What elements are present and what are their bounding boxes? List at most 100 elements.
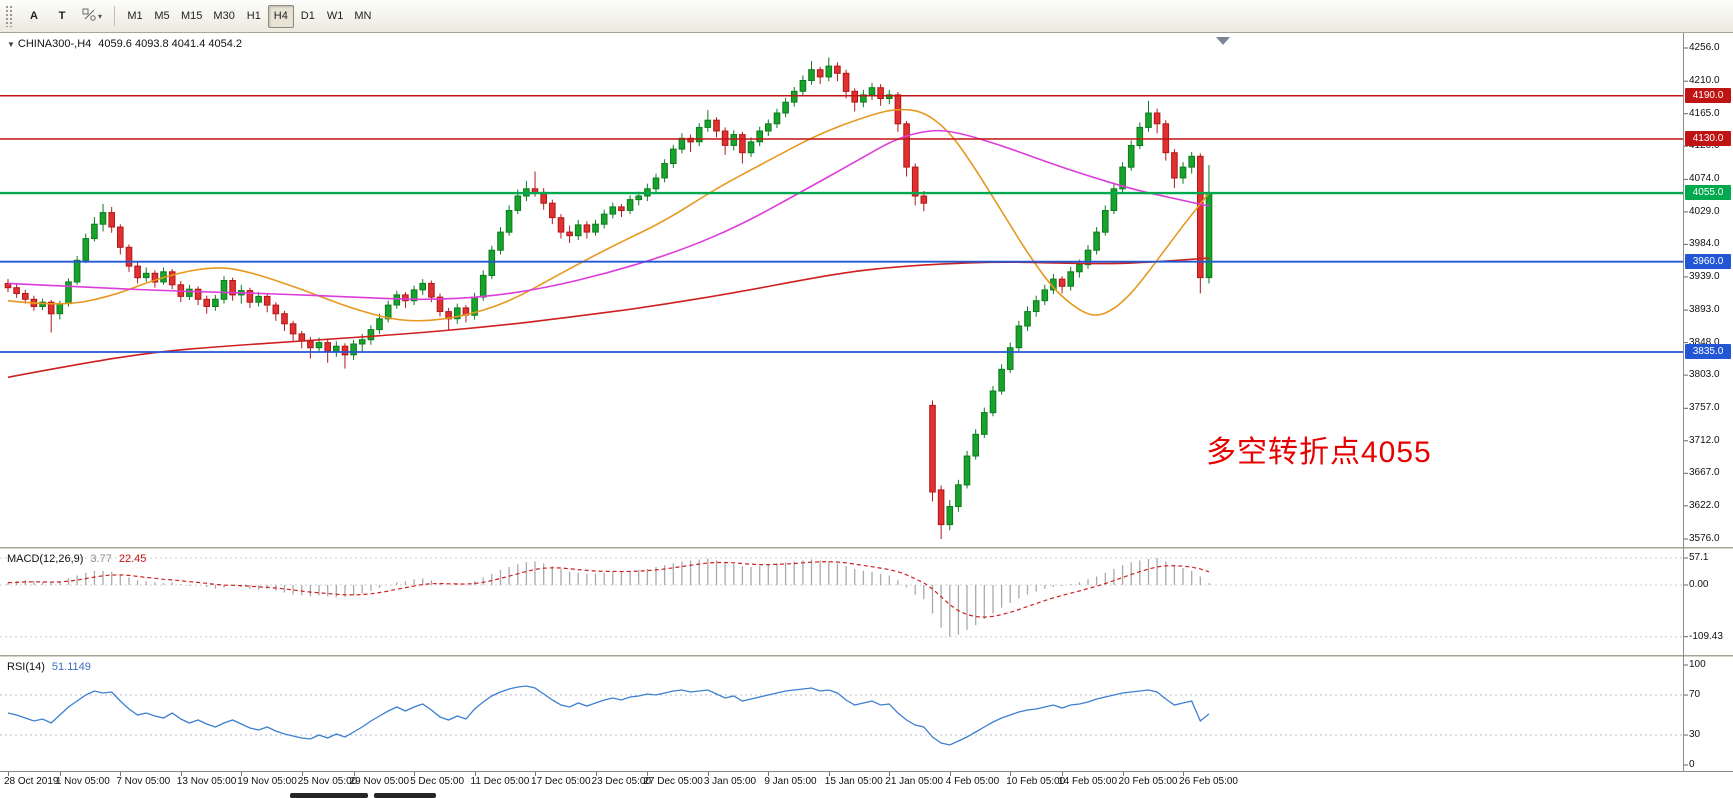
chart-shift-marker[interactable] — [1216, 37, 1230, 45]
time-axis-label: 17 Dec 05:00 — [531, 776, 591, 787]
timeframe-button-mn[interactable]: MN — [349, 5, 376, 28]
time-axis-tick — [828, 772, 830, 776]
timeframe-button-d1[interactable]: D1 — [295, 5, 321, 28]
timeframe-button-h4[interactable]: H4 — [267, 4, 294, 28]
chart-symbol-title: CHINA300-,H4 — [17, 38, 92, 50]
time-axis-label: 27 Dec 05:00 — [643, 776, 703, 787]
time-axis-label: 19 Nov 05:00 — [237, 776, 297, 787]
macd-signal-line — [7, 561, 1210, 618]
timeframe-button-m15[interactable]: M15 — [176, 5, 207, 28]
rsi-panel-canvas[interactable] — [0, 657, 1733, 771]
macd-axis-label: 0.00 — [1689, 579, 1709, 590]
time-axis-label: 15 Jan 05:00 — [824, 776, 883, 787]
time-axis-label: 25 Nov 05:00 — [297, 776, 358, 787]
time-axis-label: 14 Feb 05:00 — [1058, 776, 1118, 787]
taskbar-fragment — [374, 793, 436, 798]
time-axis-tick — [180, 772, 182, 776]
panel-separator-rsi[interactable] — [0, 655, 1733, 657]
chevron-down-icon: ▾ — [98, 11, 103, 21]
taskbar-fragment — [290, 793, 368, 798]
text-label-tool-button[interactable]: A — [21, 5, 47, 28]
ma-mid-magenta — [7, 129, 1210, 301]
chart-text-annotation[interactable]: 多空转折点4055 — [1206, 436, 1432, 469]
chart-window: ▼ CHINA300-,H4 4059.6 4093.8 4041.4 4054.2… — [0, 33, 1733, 798]
price-axis-label: 4256.0 — [1689, 42, 1720, 53]
chart-header: ▼ CHINA300-,H4 4059.6 4093.8 4041.4 4054.2 — [7, 38, 242, 50]
price-axis-label: 3893.0 — [1689, 304, 1720, 316]
time-axis-tick — [120, 772, 122, 776]
main-chart-canvas[interactable] — [0, 33, 1733, 547]
price-axis-label: 3803.0 — [1689, 369, 1720, 381]
time-axis-tick — [889, 772, 891, 776]
price-line-badge: 3960.0 — [1685, 253, 1731, 269]
time-axis-label: 23 Dec 05:00 — [591, 776, 652, 787]
macd-signal-value: 22.45 — [118, 553, 147, 565]
price-axis-label: 3757.0 — [1689, 402, 1720, 414]
price-axis-label: 3848.0 — [1689, 336, 1720, 348]
timeframe-group: M1 M5 M15 M30 H1 H4 D1 W1 MN — [122, 4, 376, 28]
price-axis-label: 3667.0 — [1689, 467, 1720, 479]
time-axis-label: 28 Oct 2019 — [4, 776, 59, 787]
panel-separator-macd[interactable] — [0, 547, 1733, 549]
chart-ohlc-values: 4059.6 4093.8 4041.4 4054.2 — [98, 38, 243, 50]
rsi-axis-label: 70 — [1689, 689, 1701, 700]
rsi-axis-label: 30 — [1689, 729, 1701, 740]
price-axis-label: 3939.0 — [1689, 270, 1720, 282]
time-axis-label: 11 Dec 05:00 — [470, 776, 530, 787]
time-axis-tick — [768, 772, 770, 776]
price-axis-label: 4029.0 — [1689, 205, 1720, 217]
time-axis-tick — [1062, 772, 1064, 776]
rsi-axis-label: 100 — [1689, 659, 1706, 670]
rsi-label: RSI(14) 51.1149 — [7, 661, 91, 673]
toolbar-drag-handle[interactable] — [5, 5, 14, 27]
timeframe-button-m30[interactable]: M30 — [208, 5, 239, 28]
time-axis-label: 1 Nov 05:00 — [55, 776, 110, 787]
time-axis-label: 10 Feb 05:00 — [1006, 776, 1066, 787]
text-tool-button[interactable]: T — [49, 5, 75, 28]
chart-menu-icon[interactable]: ▼ — [7, 40, 15, 49]
time-axis-tick — [707, 772, 709, 776]
toolbar-separator — [114, 6, 116, 26]
time-axis-tick — [474, 772, 476, 776]
time-axis-label: 29 Nov 05:00 — [349, 776, 410, 787]
macd-main-value: 3.77 — [90, 553, 112, 565]
time-axis-tick — [1010, 772, 1012, 776]
timeframe-button-m5[interactable]: M5 — [149, 5, 175, 28]
time-axis-label: 9 Jan 05:00 — [764, 776, 817, 787]
time-axis[interactable] — [0, 771, 1733, 792]
timeframe-button-m1[interactable]: M1 — [122, 5, 148, 28]
time-axis-label: 3 Jan 05:00 — [703, 776, 757, 787]
time-axis-label: 20 Feb 05:00 — [1118, 776, 1178, 787]
draw-tools-button[interactable]: ▾ — [77, 5, 107, 28]
time-axis-label: 21 Jan 05:00 — [885, 776, 944, 787]
time-axis-tick — [59, 772, 61, 776]
time-axis-tick — [414, 772, 416, 776]
time-axis-tick — [647, 772, 649, 776]
price-line-badge: 4190.0 — [1685, 87, 1731, 103]
timeframe-button-w1[interactable]: W1 — [322, 5, 349, 28]
price-axis-label: 4210.0 — [1689, 75, 1720, 87]
price-line-badge: 3835.0 — [1685, 343, 1731, 359]
macd-name: MACD(12,26,9) — [7, 553, 84, 565]
rsi-axis-label: 0 — [1689, 759, 1695, 770]
time-axis-label: 4 Feb 05:00 — [945, 776, 1000, 787]
price-axis-label: 3622.0 — [1689, 499, 1720, 511]
price-axis-label: 3984.0 — [1689, 238, 1720, 250]
time-axis-tick — [8, 772, 9, 776]
macd-panel-canvas[interactable] — [0, 549, 1733, 655]
shapes-icon — [82, 8, 96, 24]
time-axis-tick — [241, 772, 243, 776]
macd-axis-label: -109.43 — [1689, 630, 1723, 642]
price-axis-label: 4165.0 — [1689, 107, 1720, 119]
timeframe-button-h1[interactable]: H1 — [241, 5, 267, 28]
macd-axis-label: 57.1 — [1689, 552, 1709, 563]
time-axis-tick — [595, 772, 597, 776]
ma-fast-orange — [7, 108, 1210, 322]
price-axis-line — [1683, 33, 1684, 792]
time-axis-tick — [353, 772, 355, 776]
rsi-name: RSI(14) — [7, 661, 45, 673]
time-axis-tick — [949, 772, 951, 776]
price-line-badge: 4055.0 — [1685, 185, 1731, 201]
time-axis-tick — [535, 772, 537, 776]
rsi-line — [7, 685, 1210, 746]
